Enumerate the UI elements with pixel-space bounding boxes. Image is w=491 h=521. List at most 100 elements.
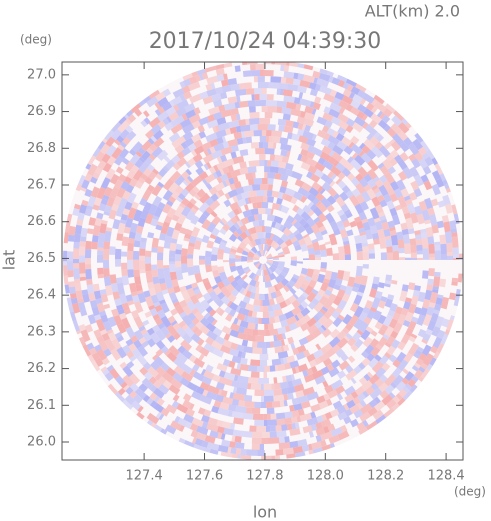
echo-cell — [72, 208, 80, 217]
echo-cell — [185, 284, 193, 290]
echo-cell — [263, 383, 272, 390]
echo-cell — [257, 75, 265, 83]
echo-cell — [379, 355, 389, 365]
echo-cell — [384, 341, 392, 348]
echo-cell — [292, 240, 300, 247]
echo-cell — [300, 110, 306, 118]
echo-cell — [327, 187, 338, 198]
echo-cell — [336, 393, 344, 401]
echo-cell — [189, 198, 197, 205]
echo-cell — [428, 253, 435, 258]
echo-cell — [213, 99, 223, 108]
echo-cell — [266, 238, 274, 246]
echo-cell — [246, 449, 258, 456]
echo-cell — [326, 195, 337, 205]
echo-cell — [280, 143, 292, 152]
echo-cell — [205, 183, 213, 191]
echo-cell — [312, 197, 320, 206]
echo-cell — [284, 436, 290, 443]
echo-cell — [247, 310, 253, 317]
echo-cell — [410, 295, 419, 306]
echo-cell — [185, 210, 196, 221]
echo-cell — [302, 130, 315, 140]
echo-cell — [291, 219, 298, 226]
echo-cell — [347, 355, 356, 363]
echo-cell — [224, 192, 231, 200]
echo-cell — [273, 394, 285, 402]
echo-cell — [397, 158, 408, 170]
echo-cell — [246, 334, 256, 342]
echo-cell — [136, 411, 145, 420]
echo-cell — [259, 69, 264, 76]
echo-cell — [163, 267, 170, 272]
echo-cell — [143, 361, 152, 371]
echo-cell — [80, 236, 87, 242]
echo-cell — [146, 327, 155, 336]
echo-cell — [434, 244, 441, 251]
echo-cell — [266, 130, 272, 137]
echo-cell — [191, 149, 198, 157]
echo-cell — [181, 197, 190, 207]
echo-cell — [323, 278, 331, 284]
echo-cell — [86, 278, 93, 286]
echo-cell — [127, 300, 135, 306]
echo-cell — [302, 369, 309, 377]
echo-cell — [253, 76, 258, 83]
echo-cell — [341, 159, 354, 172]
echo-cell — [146, 397, 154, 406]
echo-cell — [121, 302, 130, 312]
echo-cell — [109, 274, 117, 284]
echo-cell — [363, 316, 372, 325]
echo-cell — [382, 180, 392, 190]
echo-cell — [152, 324, 160, 333]
echo-cell — [346, 172, 356, 182]
echo-cell — [122, 136, 131, 146]
echo-cell — [385, 274, 393, 282]
echo-cell — [241, 412, 254, 420]
echo-cell — [227, 78, 237, 86]
echo-cell — [302, 233, 309, 239]
echo-cell — [223, 427, 234, 436]
echo-cell — [336, 405, 347, 415]
echo-cell — [87, 163, 98, 176]
echo-cell — [153, 387, 165, 399]
echo-cell — [170, 378, 183, 390]
echo-cell — [398, 247, 405, 254]
echo-cell — [259, 353, 269, 360]
echo-cell — [305, 333, 316, 343]
echo-cell — [375, 367, 387, 379]
echo-cell — [237, 350, 243, 358]
echo-cell — [322, 357, 333, 367]
echo-cell — [270, 160, 279, 168]
echo-cell — [428, 302, 436, 309]
echo-cell — [227, 410, 233, 417]
echo-cell — [239, 287, 246, 294]
echo-cell — [420, 232, 428, 239]
echo-cell — [214, 297, 221, 304]
echo-cell — [129, 390, 138, 399]
echo-cell — [174, 415, 181, 423]
echo-cell — [154, 373, 162, 381]
echo-cell — [187, 157, 196, 167]
echo-cell — [382, 333, 390, 340]
echo-cell — [133, 269, 140, 277]
echo-cell — [101, 153, 111, 164]
echo-cell — [300, 161, 311, 171]
echo-cell — [344, 385, 356, 396]
echo-cell — [236, 113, 241, 121]
echo-cell — [254, 88, 262, 95]
echo-cell — [134, 276, 142, 286]
echo-cell — [297, 154, 303, 161]
echo-cell — [192, 204, 200, 211]
echo-cell — [176, 123, 183, 131]
echo-cell — [223, 333, 231, 341]
echo-cell — [117, 144, 125, 151]
echo-cell — [335, 178, 342, 185]
echo-cell — [266, 253, 272, 259]
echo-cell — [121, 317, 131, 330]
echo-cell — [148, 376, 157, 385]
echo-cell — [285, 374, 293, 382]
echo-cell — [186, 300, 197, 312]
echo-cell — [291, 299, 301, 309]
echo-cell — [128, 373, 141, 385]
